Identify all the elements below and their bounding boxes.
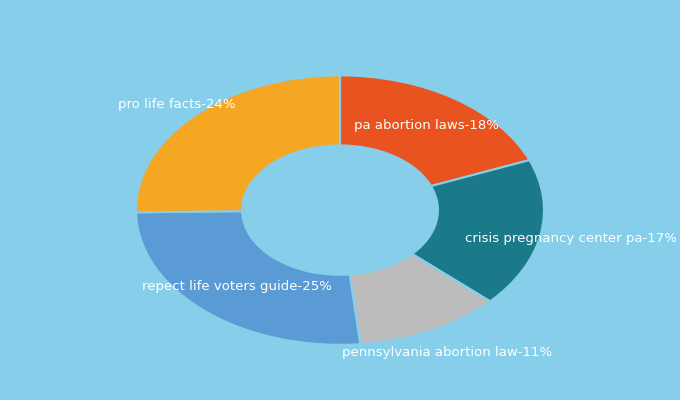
Wedge shape	[350, 254, 490, 344]
Wedge shape	[412, 160, 544, 301]
Text: pennsylvania abortion law-11%: pennsylvania abortion law-11%	[343, 346, 553, 359]
Text: pa abortion laws-18%: pa abortion laws-18%	[354, 119, 499, 132]
Wedge shape	[136, 75, 340, 212]
Text: pro life facts-24%: pro life facts-24%	[118, 98, 236, 111]
Wedge shape	[136, 211, 360, 345]
Text: repect life voters guide-25%: repect life voters guide-25%	[142, 280, 332, 293]
Wedge shape	[340, 75, 530, 186]
Text: crisis pregnancy center pa-17%: crisis pregnancy center pa-17%	[465, 232, 677, 245]
